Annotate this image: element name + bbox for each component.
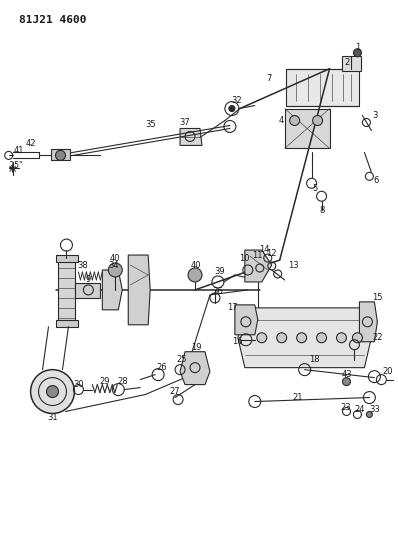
Circle shape (229, 106, 235, 111)
Polygon shape (55, 320, 78, 327)
Text: 36: 36 (213, 287, 223, 296)
Text: 17: 17 (228, 303, 238, 312)
Text: 18: 18 (309, 355, 320, 364)
Text: 35: 35 (145, 120, 156, 129)
Text: 33: 33 (369, 405, 380, 414)
Polygon shape (238, 308, 371, 368)
Text: 32: 32 (232, 96, 242, 105)
Polygon shape (59, 258, 76, 322)
Circle shape (367, 411, 373, 417)
Polygon shape (235, 305, 258, 335)
Circle shape (290, 116, 300, 125)
Text: 10: 10 (240, 254, 250, 263)
Polygon shape (76, 283, 100, 298)
Circle shape (277, 333, 287, 343)
Polygon shape (55, 255, 78, 262)
Polygon shape (359, 302, 377, 342)
Polygon shape (128, 255, 150, 325)
Text: 9: 9 (86, 276, 91, 285)
Text: 42: 42 (25, 139, 36, 148)
Polygon shape (180, 128, 202, 146)
Text: 25: 25 (177, 355, 187, 364)
Text: 15: 15 (372, 293, 382, 302)
Text: 2: 2 (345, 58, 350, 67)
Text: 12: 12 (267, 248, 277, 257)
Text: 26: 26 (157, 363, 168, 372)
Circle shape (188, 268, 202, 282)
Circle shape (257, 333, 267, 343)
Circle shape (343, 377, 351, 385)
Text: 41: 41 (14, 146, 24, 155)
Circle shape (337, 333, 347, 343)
Text: 31: 31 (47, 413, 58, 422)
Text: 13: 13 (288, 261, 298, 270)
Text: 40: 40 (110, 254, 121, 263)
Circle shape (353, 333, 363, 343)
Text: 37: 37 (179, 118, 190, 127)
Circle shape (55, 150, 65, 160)
Polygon shape (180, 352, 210, 385)
Text: 3: 3 (373, 111, 378, 120)
Text: 81J21 4600: 81J21 4600 (19, 15, 86, 25)
Text: 28: 28 (117, 377, 128, 386)
Text: .25": .25" (7, 161, 22, 170)
Polygon shape (102, 270, 122, 310)
Polygon shape (343, 56, 361, 71)
Text: 8: 8 (319, 206, 324, 215)
Text: 16: 16 (232, 337, 243, 346)
Circle shape (297, 333, 306, 343)
Text: 29: 29 (99, 377, 109, 386)
Text: 21: 21 (293, 393, 303, 402)
Circle shape (353, 49, 361, 56)
Polygon shape (286, 69, 359, 106)
Polygon shape (245, 250, 272, 282)
Text: 38: 38 (77, 261, 88, 270)
Text: 11: 11 (253, 251, 263, 260)
Text: 4: 4 (279, 116, 284, 125)
Text: 6: 6 (374, 176, 379, 185)
Text: 40: 40 (191, 261, 201, 270)
Circle shape (316, 333, 326, 343)
Circle shape (31, 370, 74, 414)
Text: 30: 30 (73, 380, 84, 389)
Text: 43: 43 (341, 370, 352, 379)
Text: 23: 23 (340, 403, 351, 412)
Text: 7: 7 (266, 74, 271, 83)
Circle shape (108, 263, 122, 277)
Text: 34: 34 (108, 261, 119, 270)
Polygon shape (285, 109, 330, 148)
Text: 22: 22 (372, 333, 382, 342)
Text: 39: 39 (215, 268, 225, 277)
Circle shape (312, 116, 322, 125)
Text: 27: 27 (170, 387, 180, 396)
Circle shape (47, 385, 59, 398)
Text: 20: 20 (382, 367, 392, 376)
Text: 19: 19 (191, 343, 201, 352)
Text: 14: 14 (259, 245, 270, 254)
Text: 5: 5 (312, 184, 317, 193)
Text: 24: 24 (354, 405, 365, 414)
Text: 1: 1 (355, 43, 360, 52)
Polygon shape (51, 149, 70, 160)
